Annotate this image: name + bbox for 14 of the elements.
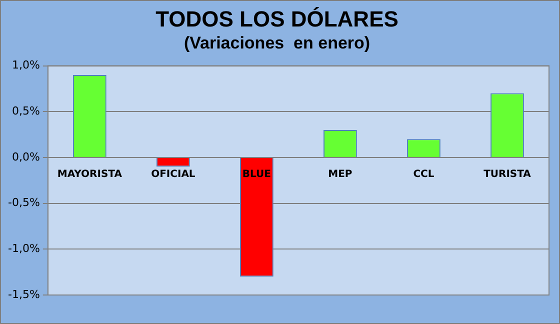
x-tick-label: MEP <box>328 169 352 180</box>
y-tick-label: 1,0% <box>12 58 40 72</box>
chart-subtitle: (Variaciones en enero) <box>184 33 370 52</box>
x-tick-label: MAYORISTA <box>57 169 122 180</box>
x-tick-label: CCL <box>413 169 435 180</box>
y-tick-label: 0,5% <box>12 104 40 118</box>
x-tick-label: TURISTA <box>484 169 532 180</box>
y-tick-label: -1,5% <box>8 288 40 301</box>
x-tick-label: BLUE <box>242 169 272 180</box>
y-tick-label: -1,0% <box>8 242 40 256</box>
x-tick-label: OFICIAL <box>151 169 196 180</box>
y-tick-label: -0,5% <box>8 196 40 210</box>
y-tick-label: 0,0% <box>12 150 40 164</box>
chart-title: TODOS LOS DÓLARES <box>156 6 398 32</box>
